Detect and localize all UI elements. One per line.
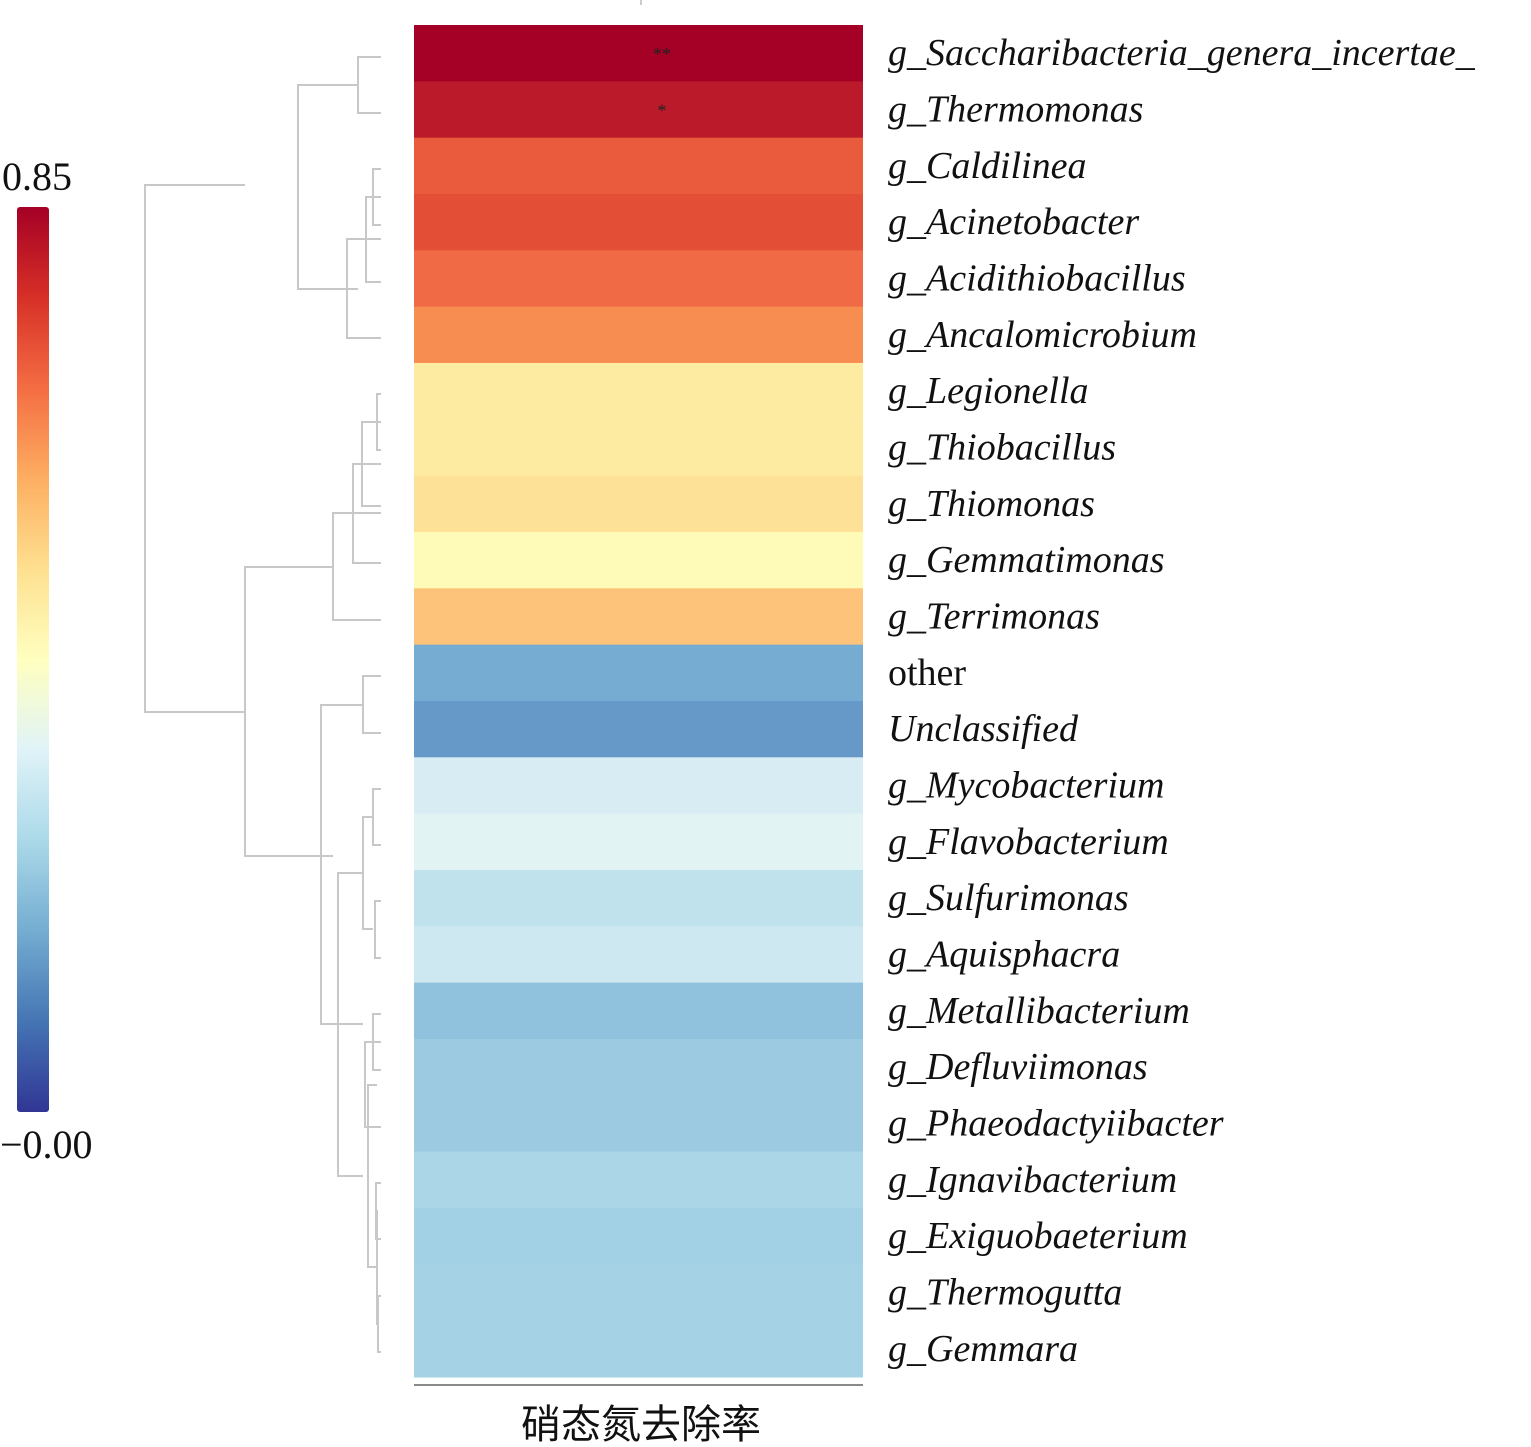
- significance-marks: ***: [653, 44, 671, 120]
- row-label: g_Gemmatimonas: [888, 539, 1165, 581]
- row-label: g_Sulfurimonas: [888, 877, 1129, 919]
- row-label: g_Ancalomicrobium: [888, 314, 1197, 356]
- dendrogram-link: [144, 184, 245, 713]
- heatmap-cell: [414, 813, 863, 871]
- heatmap-cell: [414, 1264, 863, 1322]
- dendrogram-link: [332, 512, 381, 621]
- row-dendrogram: [144, 56, 381, 1353]
- row-label: g_Mycobacterium: [888, 764, 1164, 806]
- row-label: g_Thiomonas: [888, 483, 1095, 525]
- heatmap-cell: [414, 700, 863, 758]
- dendrogram-link: [367, 1084, 377, 1268]
- row-label: g_Thermogutta: [888, 1271, 1122, 1313]
- heatmap-cell: [414, 81, 863, 139]
- dendrogram-link: [362, 816, 373, 930]
- significance-mark: **: [653, 44, 671, 64]
- heatmap-cell: [414, 1095, 863, 1153]
- row-label: g_Flavobacterium: [888, 821, 1169, 863]
- dendrogram-link: [244, 566, 333, 857]
- row-label: g_Acidithiobacillus: [888, 257, 1186, 299]
- colorbar: 0.85 −0.00: [0, 154, 93, 1167]
- row-label: g_Aquisphacra: [888, 933, 1120, 975]
- significance-mark: *: [658, 101, 667, 121]
- heatmap-cell: [414, 306, 863, 364]
- heatmap-cell: [414, 588, 863, 646]
- heatmap-cell: [414, 193, 863, 251]
- heatmap-cell: [414, 757, 863, 815]
- row-label: g_Metallibacterium: [888, 990, 1190, 1032]
- heatmap-cell: [414, 250, 863, 308]
- dendrogram-link: [320, 704, 363, 1025]
- row-label: g_Legionella: [888, 370, 1089, 412]
- row-label: g_Phaeodactyiibacter: [888, 1102, 1224, 1144]
- dendrogram-link: [357, 56, 381, 114]
- row-label: g_Terrimonas: [888, 595, 1100, 637]
- row-label: g_Thermomonas: [888, 89, 1143, 131]
- row-label: g_Ignavibacterium: [888, 1159, 1177, 1201]
- dendrogram-link: [372, 788, 381, 846]
- heatmap-cell: [414, 137, 863, 195]
- heatmap-cell: [414, 1038, 863, 1096]
- row-label: g_Caldilinea: [888, 145, 1086, 187]
- row-label: g_Exiguobaeterium: [888, 1215, 1188, 1257]
- heatmap-cells: [414, 25, 863, 1378]
- row-label: g_Defluviimonas: [888, 1046, 1148, 1088]
- row-label: Unclassified: [888, 708, 1079, 750]
- heatmap-cell: [414, 475, 863, 533]
- row-label: g_Saccharibacteria_genera_incertae_: [888, 32, 1476, 74]
- dendrogram-link: [374, 900, 381, 959]
- colorbar-min-label: −0.00: [0, 1122, 93, 1167]
- row-labels: g_Saccharibacteria_genera_incertae_ g_The…: [888, 32, 1476, 1370]
- colorbar-gradient: [17, 207, 49, 1112]
- heatmap-cell: [414, 362, 863, 420]
- colorbar-max-label: 0.85: [2, 154, 72, 199]
- dendrogram-link: [297, 84, 358, 290]
- dendrogram-link: [377, 1295, 381, 1353]
- heatmap-cell: [414, 1320, 863, 1378]
- heatmap-cell: [414, 1207, 863, 1265]
- heatmap-cell: [414, 644, 863, 702]
- heatmap-cell: [414, 419, 863, 477]
- heatmap-cell: [414, 1151, 863, 1209]
- heatmap-cell: [414, 25, 863, 82]
- dendrogram-link: [364, 1041, 381, 1128]
- x-axis-label: 硝态氮去除率: [521, 1402, 761, 1447]
- heatmap-cell: [414, 869, 863, 927]
- row-label: g_Thiobacillus: [888, 426, 1116, 468]
- row-label: g_Acinetobacter: [888, 201, 1139, 243]
- row-label: g_Gemmara: [888, 1328, 1078, 1370]
- heatmap-cell: [414, 926, 863, 984]
- row-label: other: [888, 652, 966, 694]
- dendrogram-link: [362, 675, 381, 734]
- heatmap-cell: [414, 982, 863, 1040]
- heatmap-cell: [414, 531, 863, 589]
